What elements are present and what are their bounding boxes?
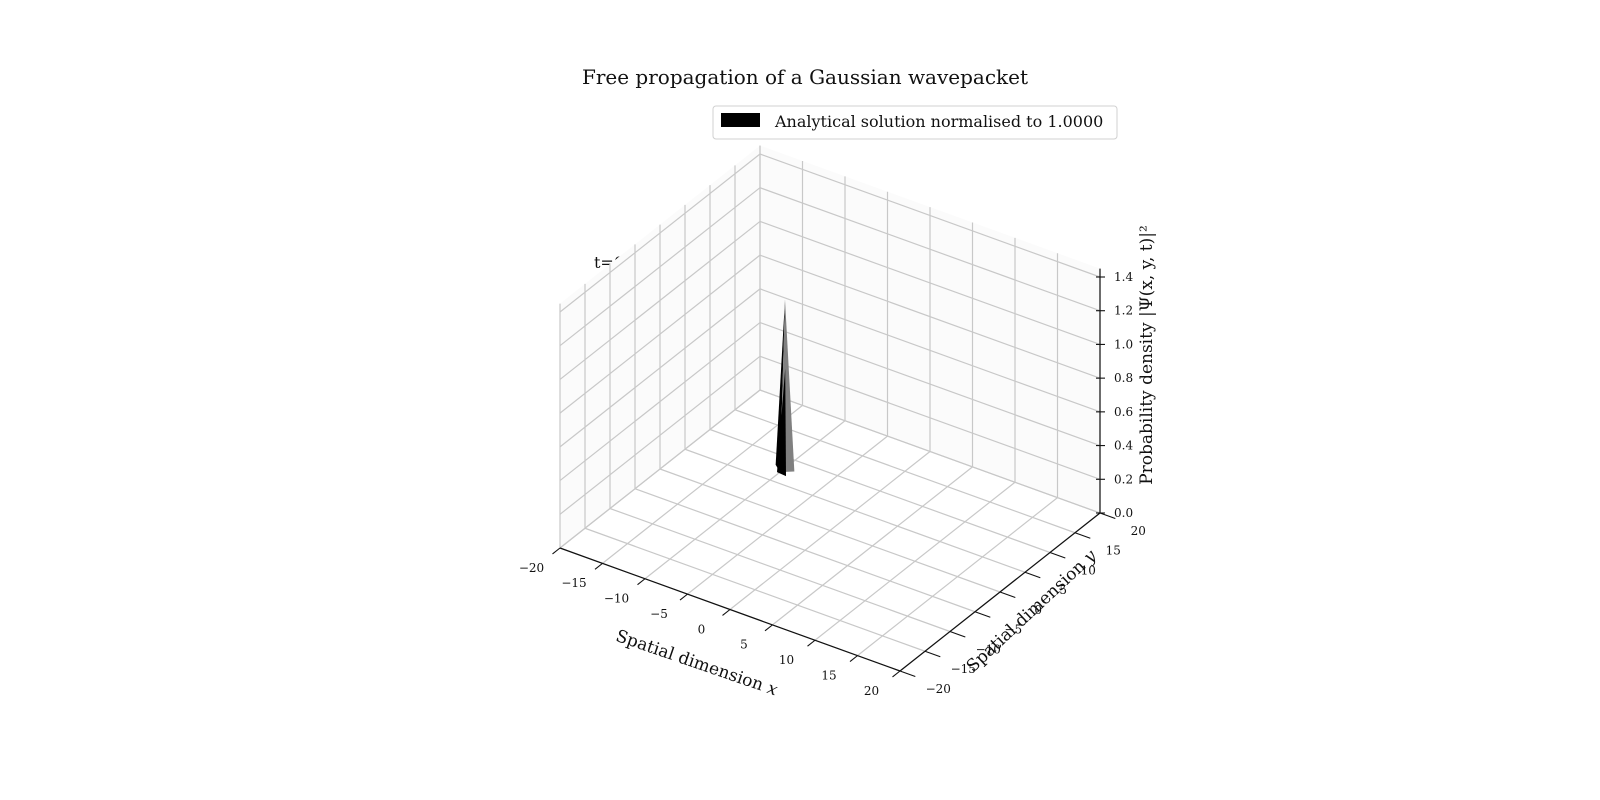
grid-line — [684, 448, 1026, 573]
x-tick-label: 0 — [698, 622, 706, 636]
grid-line — [659, 468, 1001, 593]
x-tick-label: 15 — [821, 668, 836, 682]
legend-swatch — [721, 113, 760, 127]
x-tick — [637, 578, 646, 586]
x-tick-label: −20 — [519, 561, 544, 575]
z-tick-label: 0.0 — [1114, 506, 1133, 520]
axes-layer — [552, 268, 1116, 678]
y-tick-label: 10 — [1081, 563, 1096, 577]
grid-line — [759, 389, 1101, 514]
y-tick — [1099, 512, 1116, 520]
grid-line — [759, 254, 1101, 379]
x-tick — [849, 655, 858, 662]
grid-line — [759, 187, 1101, 312]
grid-line — [559, 254, 761, 414]
y-tick-label: 0 — [1034, 603, 1042, 617]
x-tick-label: −15 — [561, 576, 586, 590]
x-tick-label: 10 — [779, 653, 794, 667]
y-tick — [999, 591, 1016, 599]
grid-line — [759, 153, 1101, 278]
grid-line — [584, 527, 926, 652]
grid-line — [759, 288, 1101, 413]
y-tick-label: −15 — [951, 662, 976, 676]
x-tick — [679, 593, 688, 601]
x-tick-label: −10 — [604, 592, 629, 606]
y-axis-label: Spatial dimension y — [963, 546, 1101, 677]
z-tick-label: 0.8 — [1114, 371, 1133, 385]
grid-line — [709, 428, 1051, 554]
legend-entry: Analytical solution normalised to 1.0000 — [774, 112, 1103, 131]
grid-line — [759, 322, 1101, 447]
y-tick — [1049, 551, 1066, 559]
z-tick-label: 1.0 — [1114, 337, 1133, 351]
surface-inner-ridge — [777, 368, 786, 477]
z-tick-label: 0.4 — [1114, 439, 1133, 453]
grid-line — [559, 288, 761, 448]
grid-line — [559, 187, 761, 347]
z-axis-label: Probability density |Ψ(x, y, t)|² — [1137, 225, 1157, 485]
surface-front-face — [775, 299, 785, 473]
y-tick-label: −10 — [976, 642, 1001, 656]
grid-line — [559, 355, 761, 515]
x-tick-label: −5 — [650, 607, 668, 621]
x-tick — [892, 670, 901, 678]
z-tick-label: 0.2 — [1114, 472, 1133, 486]
grid-line — [634, 488, 976, 613]
z-tick-label: 0.6 — [1114, 405, 1133, 419]
z-tick-label: 1.4 — [1114, 270, 1133, 284]
y-tick-label: 15 — [1106, 544, 1121, 558]
y-tick-label: 20 — [1131, 524, 1146, 538]
z-tick-label: 1.2 — [1114, 304, 1133, 318]
surface-layer — [775, 299, 795, 477]
x-tick — [594, 562, 603, 570]
y-tick — [924, 650, 941, 658]
x-tick-label: 5 — [740, 638, 748, 652]
x-tick — [764, 624, 773, 632]
y-tick-label: −5 — [1004, 623, 1022, 637]
legend: Analytical solution normalised to 1.0000 — [712, 105, 1118, 140]
x-tick — [807, 639, 816, 647]
grid-line — [609, 507, 951, 633]
grid-line — [759, 220, 1101, 345]
chart-title: Free propagation of a Gaussian wavepacke… — [582, 65, 1028, 89]
x-tick — [552, 547, 561, 555]
grid-line — [759, 355, 1101, 480]
y-tick — [899, 670, 916, 678]
x-tick — [722, 609, 731, 616]
x-axis-label: Spatial dimension x — [613, 626, 780, 700]
x-tick-label: 20 — [864, 684, 879, 698]
grid-line — [559, 322, 761, 482]
grid-layer — [559, 145, 1101, 672]
grid-line — [559, 220, 761, 380]
y-tick — [949, 630, 966, 638]
y-tick — [1024, 571, 1041, 579]
y-tick — [974, 611, 991, 618]
grid-line — [559, 153, 761, 313]
y-tick — [1074, 532, 1091, 539]
y-tick-label: −20 — [926, 682, 951, 696]
y-tick-label: 5 — [1059, 583, 1067, 597]
legend-frame — [712, 105, 1118, 140]
